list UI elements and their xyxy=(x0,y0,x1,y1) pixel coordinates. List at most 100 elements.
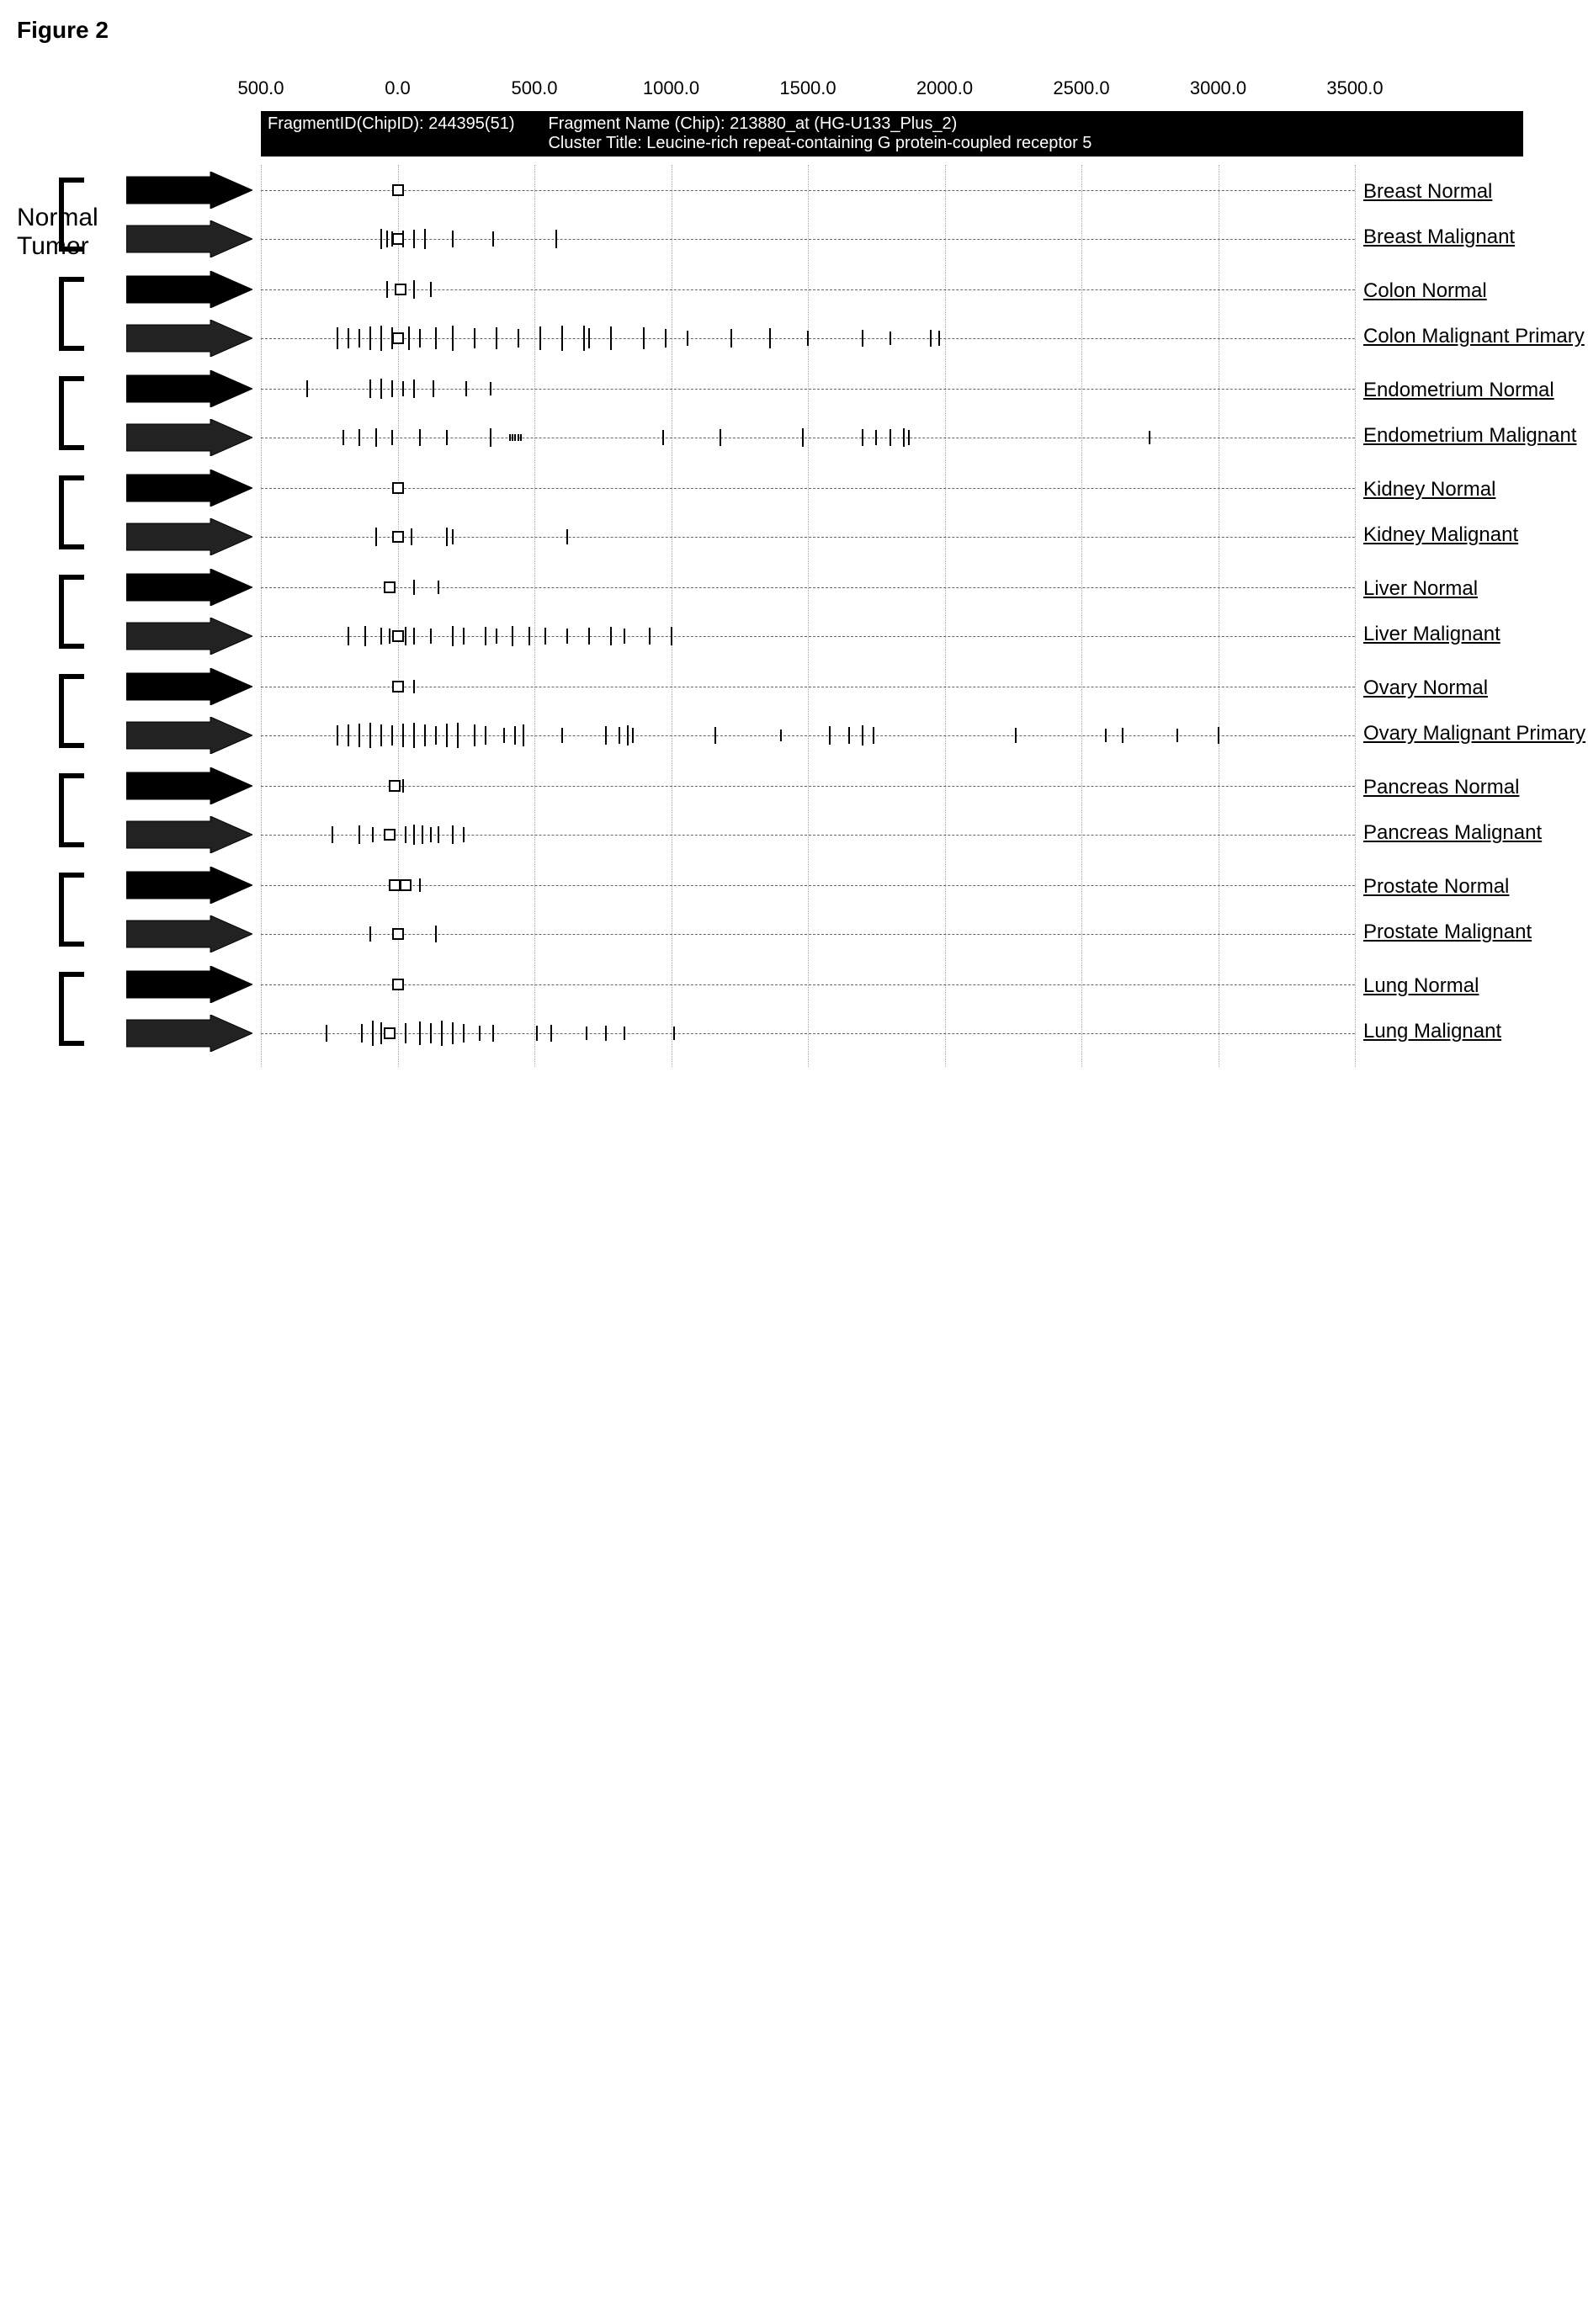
plot-col xyxy=(261,165,1355,264)
data-box-marker xyxy=(392,184,404,196)
data-track xyxy=(261,867,1355,904)
data-tick-marker xyxy=(485,726,486,745)
data-tick-marker xyxy=(730,329,732,348)
labels-col: Prostate Normal Prostate Malignant xyxy=(1355,860,1565,959)
data-tick-marker xyxy=(875,430,877,445)
data-track xyxy=(261,816,1355,853)
x-tick: 3500.0 xyxy=(1326,77,1383,99)
row-pair: Liver NormalLiver Malignant xyxy=(50,562,1565,661)
data-tick-marker xyxy=(503,728,505,743)
data-track xyxy=(261,717,1355,754)
data-box-marker xyxy=(384,829,396,841)
data-track xyxy=(261,569,1355,606)
arrows-col xyxy=(126,959,261,1059)
data-tick-marker xyxy=(391,380,393,397)
row-label-tumor: Prostate Malignant xyxy=(1363,921,1532,944)
plot-col xyxy=(261,363,1355,463)
row-pair: Endometrium NormalEndometrium Malignant xyxy=(50,363,1565,463)
data-tick-marker xyxy=(485,627,486,645)
arrow-icon xyxy=(126,618,252,655)
data-tick-marker xyxy=(465,381,467,396)
data-track xyxy=(261,618,1355,655)
data-track xyxy=(261,271,1355,308)
data-tick-marker xyxy=(358,329,360,348)
data-tick-marker xyxy=(463,628,465,645)
plot-col xyxy=(261,264,1355,363)
arrows-col xyxy=(126,363,261,463)
row-pair: Kidney NormalKidney Malignant xyxy=(50,463,1565,562)
arrow-icon xyxy=(126,172,252,209)
data-tick-marker xyxy=(536,1026,538,1041)
fragment-name-label: Fragment Name (Chip): xyxy=(548,114,725,133)
data-tick-marker xyxy=(361,1024,363,1043)
data-tick-marker xyxy=(402,779,404,793)
data-tick-marker xyxy=(632,728,634,743)
tumor-arrow xyxy=(126,915,252,952)
data-tick-marker xyxy=(509,434,511,441)
row-label-normal: Prostate Normal xyxy=(1363,875,1509,899)
data-tick-marker xyxy=(528,627,530,645)
plot-col xyxy=(261,761,1355,860)
arrow-icon xyxy=(126,569,252,606)
data-tick-marker xyxy=(369,379,371,398)
data-tick-marker xyxy=(438,826,439,843)
data-tick-marker xyxy=(405,1023,406,1043)
data-tick-marker xyxy=(369,723,371,748)
arrow-icon xyxy=(126,370,252,407)
normal-arrow xyxy=(126,470,252,507)
tumor-arrow xyxy=(126,518,252,555)
data-tick-marker xyxy=(780,730,782,741)
data-tick-marker xyxy=(583,326,585,351)
data-tick-marker xyxy=(714,727,716,744)
data-tick-marker xyxy=(474,328,475,348)
data-box-marker xyxy=(392,531,404,543)
data-tick-marker xyxy=(479,1026,481,1041)
cluster-title-value: Leucine-rich repeat-containing G protein… xyxy=(646,134,1091,152)
arrows-col xyxy=(126,562,261,661)
data-track xyxy=(261,419,1355,456)
data-tick-marker xyxy=(446,724,448,747)
labels-col: Kidney NormalKidney Malignant xyxy=(1355,463,1565,562)
bracket-icon xyxy=(59,674,84,748)
rows-container: Breast NormalBreast Malignant Colon Norm… xyxy=(50,165,1565,1059)
data-tick-marker xyxy=(452,529,454,544)
bracket-icon xyxy=(59,873,84,947)
labels-col: Endometrium NormalEndometrium Malignant xyxy=(1355,363,1565,463)
row-label-tumor: Pancreas Malignant xyxy=(1363,821,1542,845)
x-axis: 500.00.0500.01000.01500.02000.02500.0300… xyxy=(261,77,1355,111)
data-tick-marker xyxy=(419,329,421,348)
data-tick-marker xyxy=(586,1027,587,1040)
data-tick-marker xyxy=(903,428,905,447)
data-track xyxy=(261,668,1355,705)
data-tick-marker xyxy=(1218,727,1219,744)
data-tick-marker xyxy=(890,332,891,345)
data-track xyxy=(261,915,1355,952)
data-tick-marker xyxy=(862,725,863,745)
data-tick-marker xyxy=(435,726,437,745)
data-tick-marker xyxy=(518,329,519,348)
row-label-normal: Kidney Normal xyxy=(1363,478,1495,501)
data-tick-marker xyxy=(411,528,412,545)
arrows-col xyxy=(126,264,261,363)
data-tick-marker xyxy=(890,429,891,446)
normal-arrow xyxy=(126,966,252,1003)
data-tick-marker xyxy=(326,1025,327,1042)
data-tick-marker xyxy=(1122,728,1123,743)
data-tick-marker xyxy=(862,330,863,347)
track-baseline xyxy=(261,537,1355,538)
bracket-icon xyxy=(59,575,84,649)
data-tick-marker xyxy=(520,434,522,441)
data-tick-marker xyxy=(496,327,497,349)
data-tick-marker xyxy=(424,724,426,746)
x-tick: 500.0 xyxy=(237,77,284,99)
arrow-icon xyxy=(126,271,252,308)
data-tick-marker xyxy=(452,626,454,646)
data-track xyxy=(261,220,1355,257)
row-label-tumor: Ovary Malignant Primary xyxy=(1363,722,1585,745)
data-tick-marker xyxy=(908,430,910,445)
data-tick-marker xyxy=(561,728,563,743)
cluster-title-label: Cluster Title: xyxy=(548,134,641,152)
data-tick-marker xyxy=(643,327,645,349)
labels-col: Colon NormalColon Malignant Primary xyxy=(1355,264,1565,363)
data-tick-marker xyxy=(605,726,607,745)
